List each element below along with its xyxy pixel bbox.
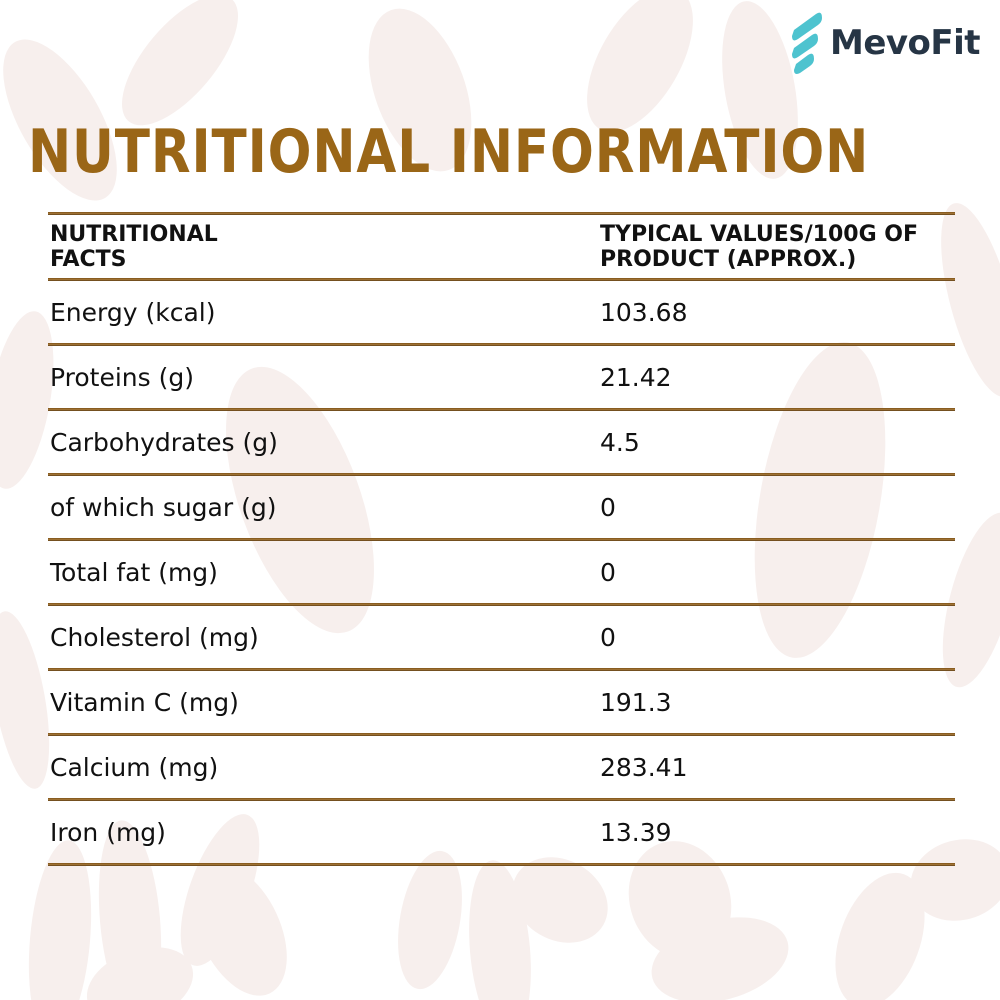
divider bbox=[48, 603, 955, 606]
nutrient-value: 0 bbox=[600, 492, 616, 522]
table-row: Carbohydrates (g) 4.5 bbox=[48, 411, 955, 473]
nutrient-value: 103.68 bbox=[600, 297, 688, 327]
mevofit-f-icon bbox=[786, 8, 826, 78]
table-row: Vitamin C (mg) 191.3 bbox=[48, 671, 955, 733]
nutrient-value: 21.42 bbox=[600, 362, 672, 392]
header-value-line1: TYPICAL VALUES/100G OF bbox=[600, 221, 919, 247]
header-typical-values: TYPICAL VALUES/100G OF PRODUCT (APPROX.) bbox=[600, 222, 955, 272]
divider bbox=[48, 408, 955, 411]
divider bbox=[48, 343, 955, 346]
table-row: Energy (kcal) 103.68 bbox=[48, 281, 955, 343]
table-row: Total fat (mg) 0 bbox=[48, 541, 955, 603]
divider bbox=[48, 798, 955, 801]
divider bbox=[48, 668, 955, 671]
divider bbox=[48, 538, 955, 541]
nutrient-label: Total fat (mg) bbox=[50, 557, 218, 587]
nutrition-table: NUTRITIONAL FACTS TYPICAL VALUES/100G OF… bbox=[48, 212, 955, 866]
nutrient-label: Iron (mg) bbox=[50, 817, 166, 847]
table-row: Iron (mg) 13.39 bbox=[48, 801, 955, 863]
nutrient-value: 283.41 bbox=[600, 752, 688, 782]
nutrient-value: 13.39 bbox=[600, 817, 672, 847]
nutrient-label: Calcium (mg) bbox=[50, 752, 219, 782]
header-nutritional-facts: NUTRITIONAL FACTS bbox=[48, 222, 600, 272]
brand-logo: MevoFit bbox=[786, 8, 981, 78]
nutrient-label: Energy (kcal) bbox=[50, 297, 216, 327]
page-title: NUTRITIONAL INFORMATION bbox=[28, 117, 870, 187]
divider bbox=[48, 278, 955, 281]
nutrient-value: 0 bbox=[600, 622, 616, 652]
table-row: Cholesterol (mg) 0 bbox=[48, 606, 955, 668]
table-row: Calcium (mg) 283.41 bbox=[48, 736, 955, 798]
table-row: Proteins (g) 21.42 bbox=[48, 346, 955, 408]
divider bbox=[48, 473, 955, 476]
header-value-line2: PRODUCT (APPROX.) bbox=[600, 246, 857, 272]
divider bbox=[48, 733, 955, 736]
table-row: of which sugar (g) 0 bbox=[48, 476, 955, 538]
divider bbox=[48, 863, 955, 866]
nutrient-label: of which sugar (g) bbox=[50, 492, 277, 522]
table-header-row: NUTRITIONAL FACTS TYPICAL VALUES/100G OF… bbox=[48, 215, 955, 278]
header-label-line1: NUTRITIONAL bbox=[50, 221, 218, 247]
divider bbox=[48, 212, 955, 215]
brand-name: MevoFit bbox=[830, 23, 981, 63]
nutrient-label: Vitamin C (mg) bbox=[50, 687, 239, 717]
nutrient-value: 4.5 bbox=[600, 427, 640, 457]
nutrient-value: 191.3 bbox=[600, 687, 672, 717]
nutrient-label: Carbohydrates (g) bbox=[50, 427, 278, 457]
header-label-line2: FACTS bbox=[50, 246, 127, 272]
nutrient-value: 0 bbox=[600, 557, 616, 587]
nutrient-label: Cholesterol (mg) bbox=[50, 622, 259, 652]
nutrient-label: Proteins (g) bbox=[50, 362, 194, 392]
